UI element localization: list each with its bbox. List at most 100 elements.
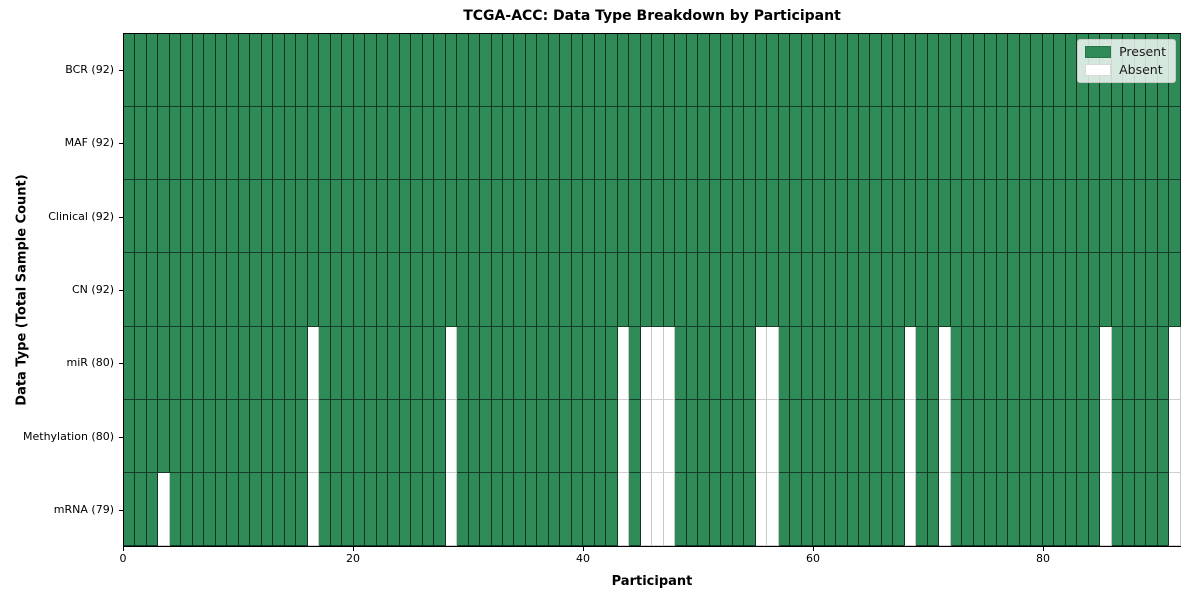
heatmap-cell: [124, 326, 136, 400]
heatmap-cell: [767, 326, 779, 400]
heatmap-cell: [583, 326, 595, 400]
heatmap-cell: [652, 253, 664, 327]
heatmap-row-BCR: [124, 34, 1181, 108]
legend-label: Present: [1119, 44, 1166, 59]
heatmap-cell: [376, 107, 389, 181]
heatmap-cell: [709, 107, 722, 181]
heatmap-cell: [1111, 326, 1124, 400]
heatmap-cell: [836, 326, 848, 400]
heatmap-cell: [1169, 180, 1181, 254]
heatmap-cell: [790, 34, 802, 108]
heatmap-cell: [698, 326, 710, 400]
heatmap-cell: [709, 326, 722, 400]
heatmap-cell: [296, 180, 308, 254]
heatmap-cell: [284, 180, 297, 254]
heatmap-cell: [675, 107, 687, 181]
heatmap-cell: [1019, 472, 1032, 546]
heatmap-cell: [640, 399, 653, 473]
heatmap-cell: [859, 326, 871, 400]
heatmap-cell: [548, 399, 561, 473]
heatmap-cell: [227, 180, 239, 254]
heatmap-cell: [434, 180, 446, 254]
heatmap-cell: [859, 180, 871, 254]
heatmap-cell: [537, 399, 549, 473]
heatmap-cell: [732, 253, 745, 327]
heatmap-cell: [353, 399, 366, 473]
heatmap-cell: [135, 34, 147, 108]
heatmap-cell: [342, 253, 354, 327]
heatmap-cell: [422, 326, 435, 400]
heatmap-cell: [1031, 180, 1043, 254]
x-tick-label: 60: [806, 552, 820, 565]
x-tick-mark: [583, 547, 584, 551]
heatmap-cell: [124, 34, 136, 108]
heatmap-cell: [525, 472, 538, 546]
heatmap-cell: [307, 107, 320, 181]
heatmap-cell: [204, 399, 216, 473]
heatmap-cell: [594, 326, 607, 400]
heatmap-cell: [629, 399, 641, 473]
heatmap-cell: [445, 34, 458, 108]
heatmap-cell: [319, 326, 331, 400]
heatmap-cell: [652, 107, 664, 181]
legend-swatch-icon: [1085, 64, 1112, 76]
heatmap-cell: [1111, 472, 1124, 546]
heatmap-cell: [744, 34, 756, 108]
x-tick-mark: [813, 547, 814, 551]
heatmap-cell: [996, 253, 1009, 327]
heatmap-cell: [652, 399, 664, 473]
heatmap-cell: [307, 180, 320, 254]
heatmap-cell: [434, 326, 446, 400]
heatmap-cell: [1077, 399, 1089, 473]
heatmap-cell: [1008, 253, 1020, 327]
heatmap-cell: [227, 253, 239, 327]
heatmap-cell: [215, 253, 228, 327]
heatmap-cell: [238, 180, 251, 254]
x-tick-label: 80: [1036, 552, 1050, 565]
heatmap-cell: [985, 399, 997, 473]
heatmap-cell: [399, 253, 412, 327]
x-tick-mark: [353, 547, 354, 551]
heatmap-cell: [537, 34, 549, 108]
heatmap-cell: [560, 107, 572, 181]
y-tick-label: MAF (92): [64, 136, 114, 150]
heatmap-cell: [560, 34, 572, 108]
heatmap-row-miR: [124, 326, 1181, 400]
heatmap-cell: [847, 399, 859, 473]
heatmap-cell: [824, 180, 837, 254]
heatmap-cell: [365, 472, 377, 546]
heatmap-cell: [721, 399, 733, 473]
heatmap-cell: [721, 326, 733, 400]
heatmap-cell: [813, 399, 825, 473]
heatmap-cell: [1042, 180, 1055, 254]
heatmap-cell: [169, 399, 182, 473]
heatmap-cell: [192, 34, 205, 108]
heatmap-cell: [813, 107, 825, 181]
heatmap-cell: [399, 180, 412, 254]
heatmap-cell: [962, 326, 974, 400]
heatmap-cell: [514, 180, 526, 254]
heatmap-cell: [124, 253, 136, 327]
heatmap-cell: [675, 253, 687, 327]
heatmap-cell: [675, 34, 687, 108]
heatmap-cell: [537, 253, 549, 327]
heatmap-cell: [1123, 253, 1135, 327]
heatmap-cell: [284, 472, 297, 546]
heatmap-cell: [1123, 472, 1135, 546]
heatmap-cell: [422, 180, 435, 254]
heatmap-cell: [480, 326, 492, 400]
heatmap-cell: [594, 399, 607, 473]
heatmap-cell: [468, 326, 481, 400]
heatmap-cell: [480, 34, 492, 108]
heatmap-cell: [1111, 180, 1124, 254]
heatmap-cell: [502, 180, 515, 254]
heatmap-cell: [709, 399, 722, 473]
heatmap-cell: [859, 253, 871, 327]
heatmap-cell: [445, 107, 458, 181]
heatmap-cell: [583, 180, 595, 254]
heatmap-cell: [594, 253, 607, 327]
heatmap-cell: [1123, 326, 1135, 400]
heatmap-cell: [617, 399, 630, 473]
heatmap-cell: [342, 180, 354, 254]
